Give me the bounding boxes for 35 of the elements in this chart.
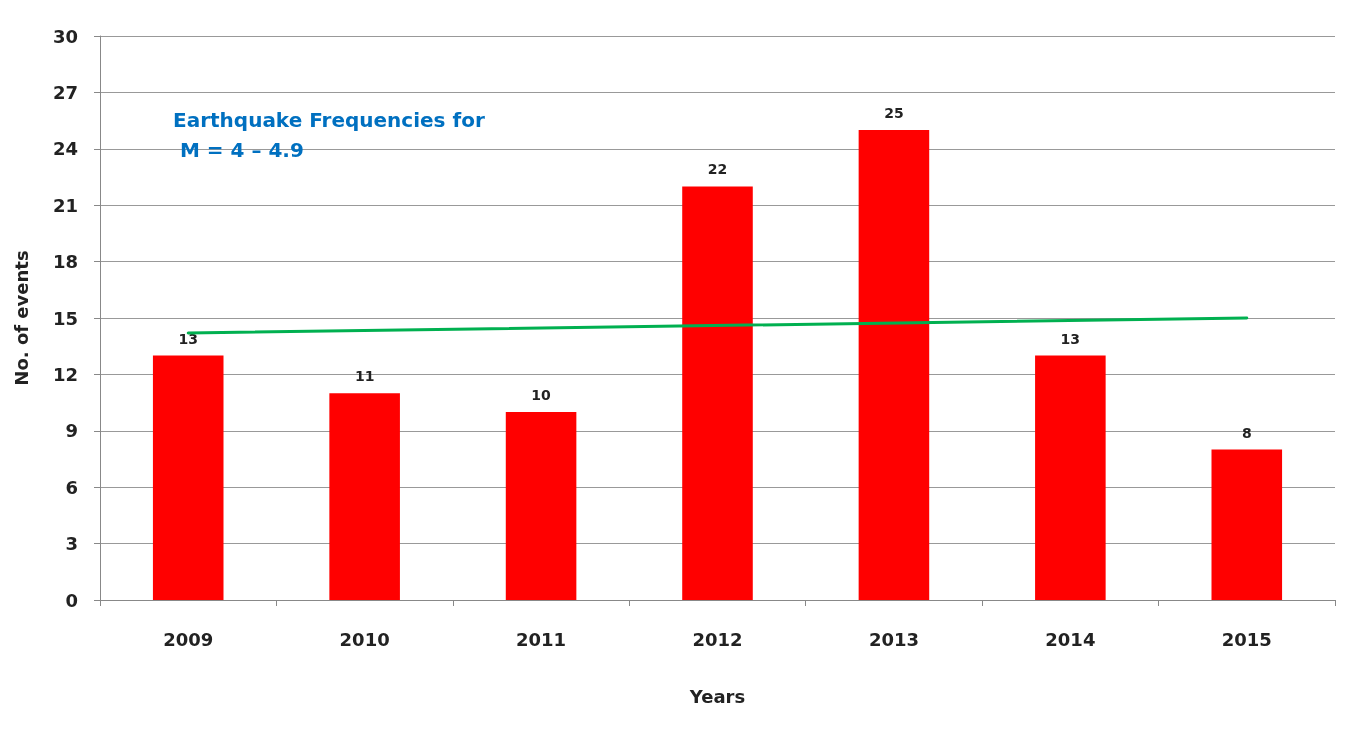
bar [1035,355,1106,600]
bar [152,355,224,600]
x-tick-label: 2014 [1045,628,1096,650]
y-tick-label: 0 [65,589,78,611]
data-label: 13 [1060,330,1081,347]
data-label: 22 [707,161,728,178]
y-tick-label: 9 [65,420,78,442]
y-tick-label: 30 [52,25,78,47]
data-label: 8 [1241,424,1252,441]
x-tick-label: 2010 [339,628,390,650]
bar [1211,449,1283,600]
bar [682,186,753,600]
y-tick-label: 27 [52,81,78,103]
data-label: 25 [884,105,904,121]
x-tick-label: 2009 [163,628,214,650]
data-label: 13 [178,330,198,347]
y-tick-label: 24 [52,138,78,160]
data-label: 11 [354,368,375,385]
x-tick-label: 2013 [868,628,919,650]
bar [329,393,400,600]
bar [858,130,930,600]
y-tick-label: 6 [65,476,78,498]
x-tick-label: 2011 [516,628,567,650]
y-tick-label: 18 [52,251,78,273]
x-tick-label: 2012 [692,628,743,650]
y-tick-label: 12 [52,363,78,385]
y-tick-label: 3 [65,533,78,555]
y-tick-label: 15 [52,307,78,329]
text: Earthquake Frequencies for M = 4 – 4.9 [173,108,485,162]
bar [505,412,577,600]
y-axis-title: No. of events [10,250,32,386]
data-label: 10 [531,387,552,403]
x-tick-label: 2015 [1221,628,1272,650]
y-tick-label: 21 [52,194,78,216]
x-axis-title: Years [688,685,746,707]
